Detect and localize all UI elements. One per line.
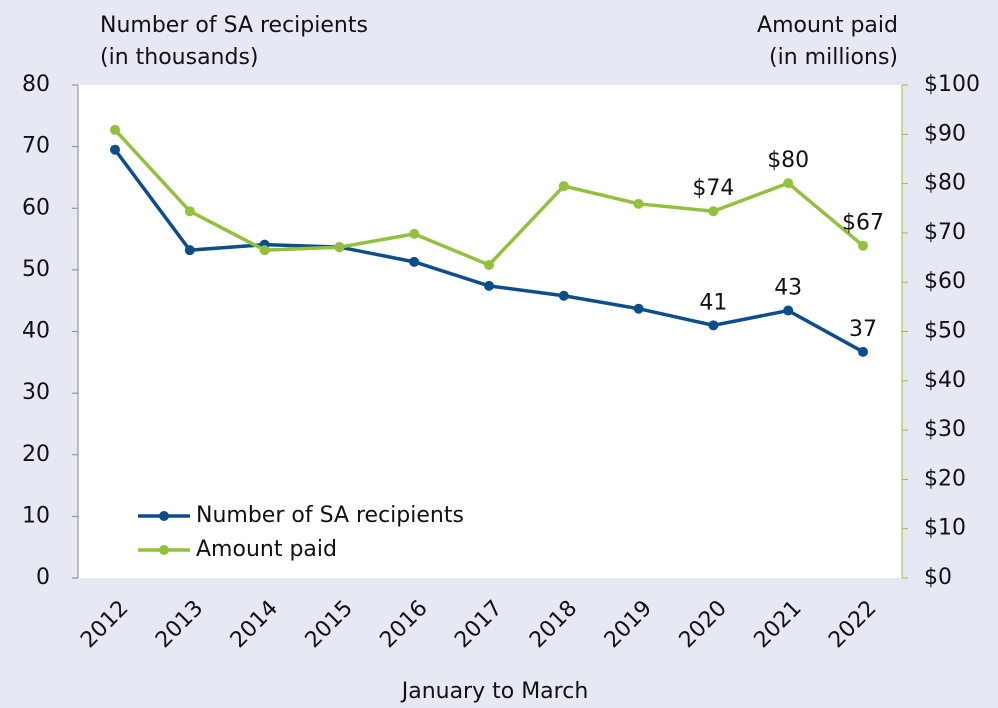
y2-tick-label: $30 <box>924 417 966 442</box>
data-point <box>409 256 420 267</box>
data-point <box>259 245 270 256</box>
data-point <box>110 144 120 155</box>
x-axis-title: January to March <box>400 679 589 704</box>
y-tick-label: 60 <box>22 195 50 220</box>
y-tick-label: 0 <box>36 565 50 590</box>
data-point <box>708 206 719 217</box>
data-point <box>484 259 494 270</box>
legend-marker <box>159 511 169 521</box>
data-point <box>184 245 195 256</box>
data-point <box>633 198 644 209</box>
data-point <box>558 290 569 301</box>
data-point <box>783 178 794 189</box>
y2-tick-label: $80 <box>924 171 966 196</box>
plot-area <box>78 85 902 578</box>
x-tick-label: 2018 <box>525 596 582 653</box>
data-label: 37 <box>849 317 877 342</box>
y-tick-label: 30 <box>22 380 50 405</box>
y2-axis-title: Amount paid <box>757 13 898 38</box>
y2-tick-label: $40 <box>924 368 966 393</box>
data-label: 41 <box>699 290 727 315</box>
y2-tick-label: $20 <box>924 466 966 491</box>
y-tick-label: 10 <box>22 503 50 528</box>
data-point <box>558 181 569 192</box>
x-tick-label: 2012 <box>76 596 133 653</box>
y2-tick-label: $10 <box>924 516 966 541</box>
x-tick-label: 2022 <box>824 596 881 653</box>
y2-tick-label: $70 <box>924 220 966 245</box>
x-tick-label: 2014 <box>226 596 283 653</box>
legend-label: Number of SA recipients <box>196 503 464 528</box>
x-tick-label: 2013 <box>151 596 208 653</box>
data-point <box>858 240 868 251</box>
y-axis-title: Number of SA recipients <box>100 13 368 38</box>
data-label: $74 <box>692 176 734 201</box>
data-point <box>409 228 420 239</box>
y2-axis-title: (in millions) <box>769 45 898 70</box>
data-point <box>484 280 494 291</box>
y2-tick-label: $100 <box>924 72 980 97</box>
y-tick-label: 50 <box>22 257 50 282</box>
y2-tick-label: $90 <box>924 121 966 146</box>
x-tick-label: 2019 <box>600 596 657 653</box>
x-tick-label: 2020 <box>675 596 732 653</box>
y2-tick-label: $0 <box>924 565 952 590</box>
y-axis-title: (in thousands) <box>100 45 259 70</box>
data-label: $80 <box>767 148 809 173</box>
x-tick-label: 2021 <box>749 596 806 653</box>
y-tick-label: 80 <box>22 72 50 97</box>
y2-tick-label: $50 <box>924 319 966 344</box>
x-tick-label: 2017 <box>450 596 507 653</box>
data-point <box>184 206 195 217</box>
data-point <box>858 346 868 357</box>
data-point <box>708 320 719 331</box>
data-point <box>110 124 120 135</box>
x-tick-label: 2016 <box>375 596 432 653</box>
y2-tick-label: $60 <box>924 269 966 294</box>
x-tick-label: 2015 <box>301 596 358 653</box>
data-label: 43 <box>774 276 802 301</box>
y-tick-label: 20 <box>22 442 50 467</box>
y-tick-label: 70 <box>22 134 50 159</box>
legend-marker <box>159 545 169 555</box>
data-point <box>783 305 794 316</box>
data-point <box>633 303 644 314</box>
data-point <box>334 242 345 253</box>
legend-label: Amount paid <box>196 537 337 562</box>
data-label: $67 <box>842 211 884 236</box>
y-tick-label: 40 <box>22 319 50 344</box>
